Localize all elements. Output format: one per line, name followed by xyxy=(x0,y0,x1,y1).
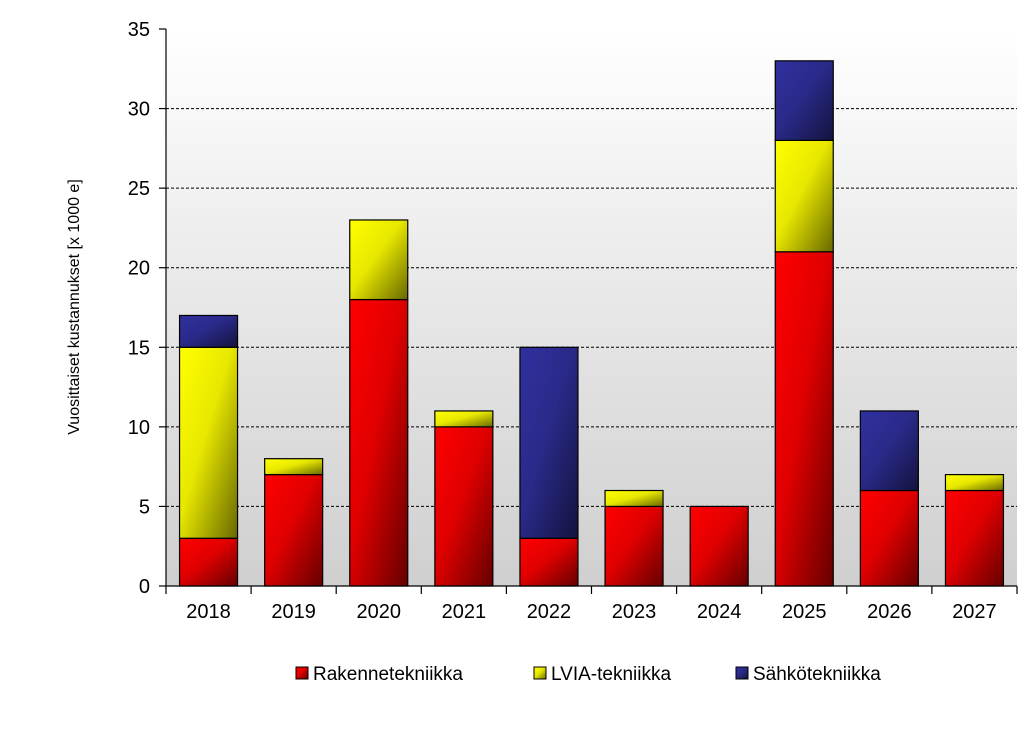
legend-swatch-lvia-tekniikka xyxy=(533,666,547,680)
x-tick-label: 2024 xyxy=(697,601,742,623)
y-tick-label: 15 xyxy=(128,337,150,359)
x-tick-label: 2025 xyxy=(782,601,827,623)
y-tick-label: 20 xyxy=(128,258,150,280)
y-tick-label: 25 xyxy=(128,178,150,200)
y-tick-label: 10 xyxy=(128,417,150,439)
y-tick-labels: 0 5 10 15 20 25 30 35 xyxy=(128,19,150,598)
bar-2021-lvia-tekniikka xyxy=(434,410,494,428)
bar-2022-s-hk-tekniikka xyxy=(519,346,579,539)
bar-2022-rakennetekniikka xyxy=(519,537,579,587)
x-tick-label: 2027 xyxy=(952,601,997,623)
bar-2018-lvia-tekniikka xyxy=(178,346,239,539)
bar-2024-rakennetekniikka xyxy=(689,505,749,587)
bar-2027-lvia-tekniikka xyxy=(944,474,1005,492)
x-tick-label: 2022 xyxy=(527,601,572,623)
bar-2025-s-hk-tekniikka xyxy=(774,60,834,141)
x-tick-label: 2023 xyxy=(612,601,657,623)
x-tick-label: 2026 xyxy=(867,601,912,623)
bar-2026-rakennetekniikka xyxy=(859,489,919,587)
x-tick-label: 2019 xyxy=(271,601,316,623)
legend-label-lvia-tekniikka: LVIA-tekniikka xyxy=(551,664,671,685)
bar-2026-s-hk-tekniikka xyxy=(859,410,919,492)
legend-swatch-s-hk-tekniikka xyxy=(735,666,749,680)
bar-2023-rakennetekniikka xyxy=(604,505,664,587)
bar-2023-lvia-tekniikka xyxy=(604,489,664,508)
bar-2027-rakennetekniikka xyxy=(944,489,1005,587)
legend-swatch-rakennetekniikka xyxy=(295,666,309,680)
x-tick-label: 2018 xyxy=(186,601,231,623)
legend-label-s-hk-tekniikka: Sähkötekniikka xyxy=(753,664,881,685)
y-axis-label: Vuosittaiset kustannukset [x 1000 e] xyxy=(66,179,83,435)
y-tick-label: 5 xyxy=(139,496,150,518)
bar-2020-lvia-tekniikka xyxy=(349,219,409,301)
axes xyxy=(159,28,1018,594)
bar-2019-rakennetekniikka xyxy=(264,474,324,587)
legend: Rakennetekniikka LVIA-tekniikka Sähkötekni… xyxy=(295,664,881,685)
bar-2019-lvia-tekniikka xyxy=(264,458,324,476)
y-tick-label: 0 xyxy=(139,576,150,598)
bar-2025-rakennetekniikka xyxy=(774,251,834,587)
y-tick-label: 30 xyxy=(128,99,150,121)
x-tick-label: 2020 xyxy=(357,601,402,623)
bar-2025-lvia-tekniikka xyxy=(774,139,834,253)
bars xyxy=(178,60,1005,587)
x-tick-labels: 2018 2019 2020 2021 2022 2023 2024 2025 2026 2027 xyxy=(186,601,996,623)
bar-2021-rakennetekniikka xyxy=(434,426,494,587)
x-tick-label: 2021 xyxy=(442,601,487,623)
bar-2018-s-hk-tekniikka xyxy=(178,314,239,348)
legend-label-rakennetekniikka: Rakennetekniikka xyxy=(313,664,463,685)
y-tick-label: 35 xyxy=(128,19,150,41)
bar-2018-rakennetekniikka xyxy=(178,537,239,587)
bar-2020-rakennetekniikka xyxy=(349,298,409,587)
